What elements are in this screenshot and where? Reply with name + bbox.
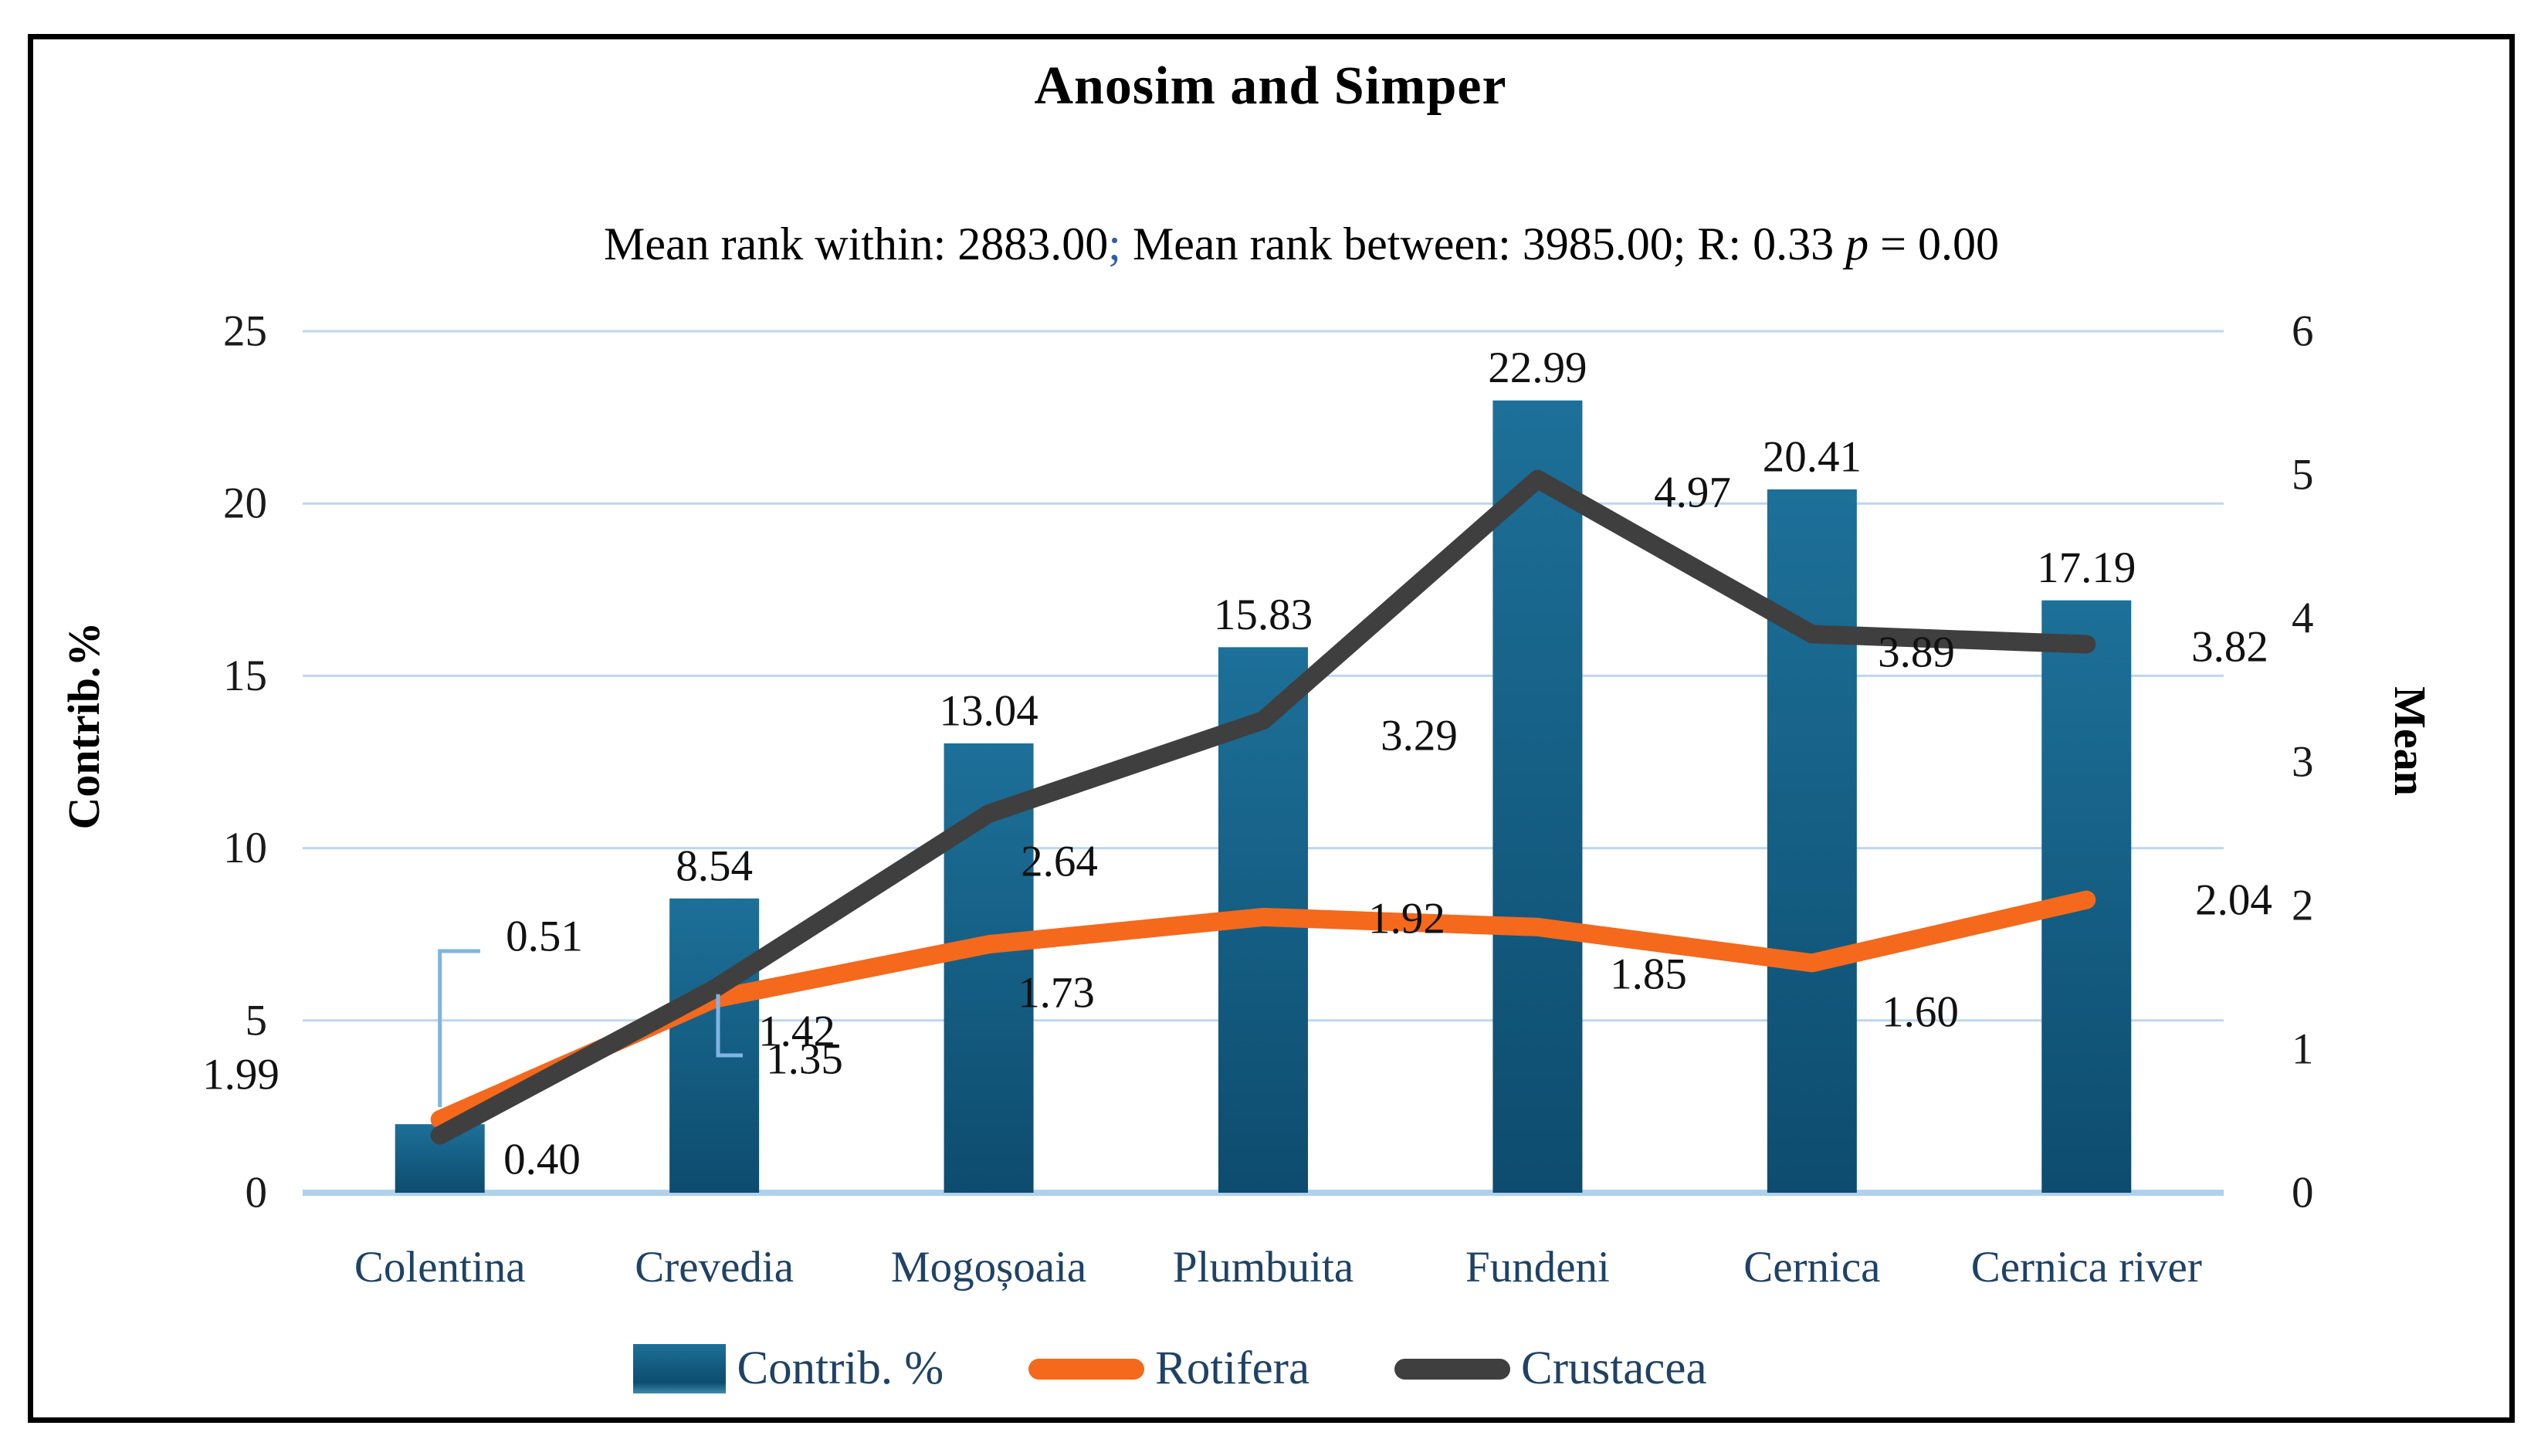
x-axis-label-Fundeni: Fundeni: [1465, 1243, 1610, 1292]
right-axis-tick-1: 1: [2292, 1025, 2314, 1074]
legend-item-rotifera: Rotifera: [1028, 1342, 1309, 1396]
subtitle-text-1: Mean rank within: 2883.00: [604, 218, 1109, 269]
subtitle-text-2: Mean rank between: 3985.00; R: 0.33: [1120, 218, 1846, 269]
crustacea-value-label-Fundeni: 4.97: [1654, 469, 1731, 517]
left-axis-tick-25: 25: [223, 307, 267, 356]
left-axis-tick-0: 0: [246, 1169, 268, 1217]
legend-rotifera-line-icon: [1028, 1358, 1145, 1380]
legend-item-crustacea: Crustacea: [1394, 1342, 1707, 1396]
crustacea-value-label-Cernica river: 3.82: [2191, 623, 2268, 672]
chart-title: Anosim and Simper: [1034, 56, 1507, 116]
x-axis-label-Cernica: Cernica: [1743, 1243, 1881, 1292]
right-axis-tick-4: 4: [2292, 594, 2314, 643]
left-axis-tick-10: 10: [223, 824, 267, 872]
bar-value-label-Plumbuita: 15.83: [1214, 591, 1313, 639]
bar-Crevedia: [669, 898, 760, 1193]
left-axis-tick-20: 20: [223, 479, 267, 528]
left-axis-tick-5: 5: [246, 996, 268, 1045]
x-axis-label-Colentina: Colentina: [354, 1243, 526, 1292]
rotifera-value-label-Cernica river: 2.04: [2195, 876, 2272, 925]
bar-value-label-Fundeni: 22.99: [1488, 344, 1587, 392]
legend-item-contrib: Contrib. %: [633, 1342, 944, 1396]
rotifera-value-label-Colentina: 0.51: [506, 913, 583, 961]
legend-bar-swatch-icon: [633, 1344, 727, 1393]
x-axis-label-Plumbuita: Plumbuita: [1172, 1243, 1354, 1292]
right-axis-tick-6: 6: [2292, 307, 2314, 356]
rotifera-value-label-Cernica: 1.60: [1882, 988, 1959, 1037]
bar-value-label-Cernica: 20.41: [1763, 432, 1862, 481]
x-axis-label-Mogoșoaia: Mogoșoaia: [890, 1243, 1087, 1292]
bar-Cernica: [1767, 489, 1857, 1193]
x-axis-label-Crevedia: Crevedia: [635, 1243, 794, 1292]
subtitle-p-symbol: p: [1845, 218, 1869, 269]
bar-value-label-Colentina: 1.99: [202, 1051, 280, 1099]
crustacea-value-label-Cernica: 3.89: [1878, 628, 1955, 677]
subtitle-text-3: = 0.00: [1868, 218, 1999, 269]
right-axis-tick-0: 0: [2292, 1169, 2314, 1217]
rotifera-value-label-Plumbuita: 1.92: [1368, 895, 1445, 943]
bar-value-label-Mogoșoaia: 13.04: [939, 686, 1038, 735]
leader-line-1: [716, 994, 743, 1058]
rotifera-value-label-Crevedia: 1.35: [766, 1035, 843, 1084]
x-axis-label-Cernica river: Cernica river: [1970, 1243, 2202, 1292]
rotifera-value-label-Mogoșoaia: 1.73: [1018, 969, 1095, 1018]
legend-label-rotifera: Rotifera: [1155, 1343, 1310, 1394]
left-axis-tick-15: 15: [223, 652, 267, 700]
subtitle-semicolon: ;: [1108, 218, 1121, 269]
crustacea-line: [430, 469, 2096, 1145]
crustacea-value-label-Plumbuita: 3.29: [1381, 712, 1458, 760]
bar-value-label-Crevedia: 8.54: [676, 841, 753, 890]
chart-subtitle: Mean rank within: 2883.00; Mean rank bet…: [31, 218, 2541, 271]
right-axis-tick-3: 3: [2292, 738, 2314, 787]
rotifera-value-label-Fundeni: 1.85: [1610, 950, 1687, 999]
figure-border: [28, 34, 2515, 1423]
legend-label-contrib: Contrib. %: [737, 1343, 944, 1394]
legend-crustacea-line-icon: [1394, 1358, 1511, 1380]
crustacea-value-label-Colentina: 0.40: [503, 1136, 581, 1184]
crustacea-value-label-Mogoșoaia: 2.64: [1021, 838, 1098, 886]
bar-Fundeni: [1492, 400, 1583, 1194]
bar-value-label-Cernica river: 17.19: [2037, 543, 2136, 592]
leader-line-0: [438, 949, 480, 1108]
right-axis-tick-5: 5: [2292, 451, 2314, 499]
legend-label-crustacea: Crustacea: [1521, 1343, 1707, 1394]
legend: Contrib. % Rotifera Crustacea: [0, 1342, 2441, 1396]
crustacea-value-label-Crevedia: 1.42: [758, 1007, 835, 1056]
right-axis-tick-2: 2: [2292, 882, 2314, 930]
